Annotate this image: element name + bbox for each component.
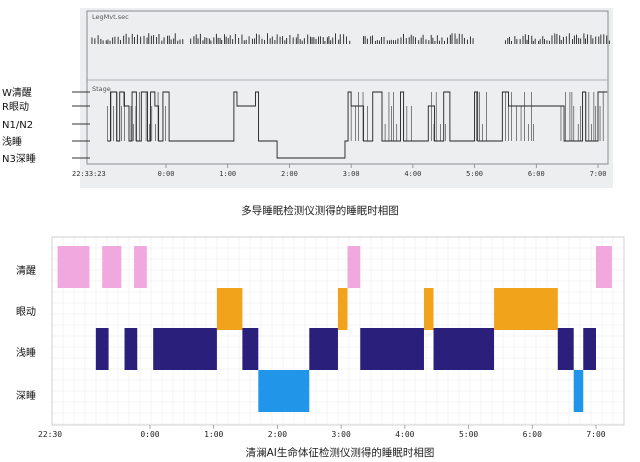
ai-stage-bar xyxy=(216,288,243,330)
psg-x-tick-label: 2:00 xyxy=(281,170,298,178)
ai-stage-bar xyxy=(347,246,361,288)
ai-y-label: 深睡 xyxy=(16,389,36,402)
psg-x-tick-label: 3:00 xyxy=(343,170,360,178)
ai-stage-bar xyxy=(433,328,495,370)
psg-start-tick-label: 22:33:23 xyxy=(72,170,106,178)
ai-stage-bar xyxy=(134,246,147,288)
ai-stage-bar xyxy=(124,328,138,370)
ai-x-tick-label: 3:00 xyxy=(332,430,351,439)
ai-stage-bar xyxy=(309,328,338,370)
ai-x-tick-label: 2:00 xyxy=(268,430,287,439)
ai-stage-bars xyxy=(57,246,612,412)
psg-plot-frame xyxy=(86,10,609,165)
ai-stage-bar xyxy=(337,288,348,330)
ai-stage-bar xyxy=(573,370,584,412)
ai-stage-bar xyxy=(360,328,424,370)
ai-y-label: 眼动 xyxy=(16,306,36,318)
psg-y-label: N3深睡 xyxy=(2,152,36,165)
psg-x-axis-ticks: 22:33:23 0:00 1:00 2:00 3:00 4:00 5:00 6:00 7:00 xyxy=(72,164,606,178)
psg-y-axis-labels: W清醒 R眼动 N1/N2 浅睡 N3深睡 xyxy=(2,86,90,165)
psg-x-tick-label: 1:00 xyxy=(219,170,236,178)
ai-stage-bar xyxy=(153,328,217,370)
psg-y-label: 浅睡 xyxy=(2,135,22,148)
psg-stage-trace xyxy=(107,91,608,159)
ai-stage-bar xyxy=(95,328,109,370)
ai-caption: 清澜AI生命体征检测仪测得的睡眠时相图 xyxy=(246,446,435,459)
ai-x-axis-ticks: 22:30 0:00 1:00 2:00 3:00 4:00 5:00 6:00 7:00 xyxy=(38,425,606,439)
ai-stage-bar xyxy=(557,328,574,370)
ai-x-tick-label: 6:00 xyxy=(523,430,542,439)
ai-stage-bar xyxy=(423,288,434,330)
ai-x-tick-label: 1:00 xyxy=(204,430,223,439)
psg-y-label: R眼动 xyxy=(2,101,29,113)
psg-stage-line xyxy=(107,91,608,159)
stage-label: Stage xyxy=(92,85,111,93)
ai-x-tick-label: 5:00 xyxy=(459,430,478,439)
psg-y-label: W清醒 xyxy=(2,86,32,99)
ai-stage-bar xyxy=(596,246,612,288)
ai-x-tick-label: 7:00 xyxy=(586,430,605,439)
ai-plot-frame xyxy=(51,236,625,426)
ai-stage-bar xyxy=(242,328,259,370)
ai-x-tick-label: 0:00 xyxy=(140,430,159,439)
ai-start-tick-label: 22:30 xyxy=(38,430,62,439)
ai-stage-bar xyxy=(583,328,596,370)
ai-y-label: 浅睡 xyxy=(16,346,36,359)
psg-x-tick-label: 7:00 xyxy=(590,170,607,178)
psg-caption: 多导睡眠检测仪测得的睡眠时相图 xyxy=(241,204,399,217)
ai-y-label: 清醒 xyxy=(16,264,36,277)
ai-stage-bar xyxy=(494,288,558,330)
legmvt-activity-marks xyxy=(91,33,610,44)
psg-x-tick-label: 4:00 xyxy=(404,170,421,178)
psg-y-label: N1/N2 xyxy=(2,120,33,131)
ai-stage-bar xyxy=(258,370,310,412)
psg-hypnogram-panel: LegMvt.sec Stage W清醒 R眼动 N1/N2 浅睡 N3深睡 22:33… xyxy=(2,8,613,188)
ai-stage-bar xyxy=(102,246,122,288)
ai-stage-bar xyxy=(57,246,90,288)
psg-x-tick-label: 6:00 xyxy=(528,170,545,178)
ai-x-tick-label: 4:00 xyxy=(395,430,414,439)
legmvt-label: LegMvt.sec xyxy=(92,13,129,21)
psg-paper-background xyxy=(80,8,613,188)
psg-x-tick-label: 5:00 xyxy=(466,170,483,178)
psg-x-tick-label: 0:00 xyxy=(158,170,175,178)
